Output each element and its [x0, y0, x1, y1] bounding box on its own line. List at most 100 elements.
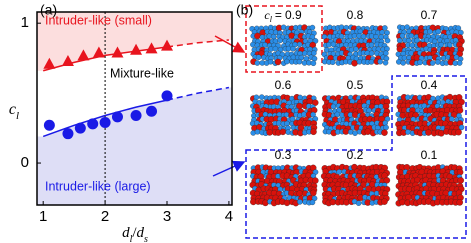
particle [456, 107, 464, 114]
circle-point [161, 90, 173, 102]
particle [400, 60, 406, 66]
circle-point [130, 109, 142, 121]
triangle-point [145, 42, 158, 54]
particle [409, 42, 416, 49]
particle [277, 37, 283, 44]
x-tick-label: 3 [163, 208, 171, 225]
y-tick-label: 0 [21, 154, 29, 171]
particle-image [395, 93, 465, 137]
particle [408, 33, 415, 39]
particle-image [249, 94, 319, 137]
particle [382, 120, 388, 126]
x-tick-label: 1 [39, 208, 47, 225]
fraction-label: cl = 0.9 [264, 8, 302, 25]
particle [368, 50, 375, 57]
circle-point [62, 128, 74, 140]
y-label-part: c [9, 101, 16, 118]
particle [267, 59, 274, 65]
particle [255, 54, 262, 60]
particle [425, 129, 432, 136]
circle-point [74, 122, 86, 134]
particle [311, 55, 318, 62]
particle-image [320, 163, 391, 207]
particle [456, 199, 463, 206]
particle [334, 111, 341, 118]
particle-image [395, 163, 465, 207]
x-tick-label: 2 [101, 208, 109, 225]
value: 0.4 [421, 78, 438, 92]
particle [309, 24, 316, 31]
panel-label: (b) [236, 2, 253, 18]
particle [312, 177, 319, 184]
arrow [212, 160, 246, 177]
fraction-label: 0.1 [421, 148, 438, 162]
particle [284, 58, 290, 65]
particle [262, 42, 268, 48]
particle [284, 120, 290, 127]
circle-point [111, 111, 123, 123]
particle [336, 169, 342, 175]
particle-image [395, 24, 465, 67]
fraction-label: 0.5 [347, 78, 364, 92]
particle [435, 59, 441, 65]
particle [458, 124, 465, 131]
particle [355, 200, 362, 206]
x-label-part: l [130, 234, 133, 243]
y-label-part: l [16, 110, 19, 122]
fraction-label: 0.8 [347, 8, 364, 22]
particle [279, 128, 287, 136]
particle [310, 189, 317, 197]
panel-label: (a) [40, 2, 57, 18]
particle [404, 24, 410, 30]
particle [330, 103, 337, 110]
fraction-label: 0.3 [275, 148, 292, 162]
x-label-part: / [132, 225, 137, 241]
particle [429, 60, 436, 66]
particle [311, 99, 319, 106]
particle [383, 124, 389, 131]
value: 0.1 [421, 148, 438, 162]
particle [311, 50, 317, 56]
fit-line [166, 86, 230, 101]
circle-point [146, 105, 158, 117]
particle [457, 177, 464, 184]
regions [37, 12, 232, 205]
particle [408, 50, 414, 56]
particle [455, 128, 462, 136]
x-axis-label: dl/ds [122, 225, 148, 243]
value: 0.2 [347, 148, 364, 162]
annotation: Mixture-like [110, 66, 174, 80]
circle-point [99, 116, 111, 128]
particle [296, 41, 303, 48]
value: 0.7 [421, 8, 438, 22]
particle [353, 46, 359, 52]
annotation: Intruder-like (large) [45, 179, 151, 193]
particle [405, 129, 411, 135]
particle [368, 59, 375, 65]
triangle-point [77, 49, 90, 61]
particle [382, 25, 388, 31]
particle [382, 59, 389, 66]
particle [352, 130, 358, 136]
y-tick-label: 1 [21, 14, 29, 31]
particle [254, 32, 261, 40]
particle-image [249, 24, 319, 66]
triangle-point [43, 57, 56, 69]
particle [266, 129, 273, 136]
fraction-label: 0.2 [347, 148, 364, 162]
particle [310, 128, 317, 136]
x-label-part: s [144, 234, 148, 243]
x-tick-label: 4 [225, 208, 233, 225]
highlight-box [245, 5, 323, 73]
particle [405, 37, 412, 44]
triangle-point [111, 46, 124, 58]
particle-image [321, 94, 391, 137]
symbol-sub: l [270, 15, 273, 24]
fraction-label: 0.7 [421, 8, 438, 22]
particle [427, 99, 433, 105]
x-label-part: d [137, 225, 145, 241]
fraction-label: 0.6 [275, 78, 292, 92]
particle [368, 42, 375, 48]
plot [42, 12, 230, 205]
particle [276, 120, 282, 126]
